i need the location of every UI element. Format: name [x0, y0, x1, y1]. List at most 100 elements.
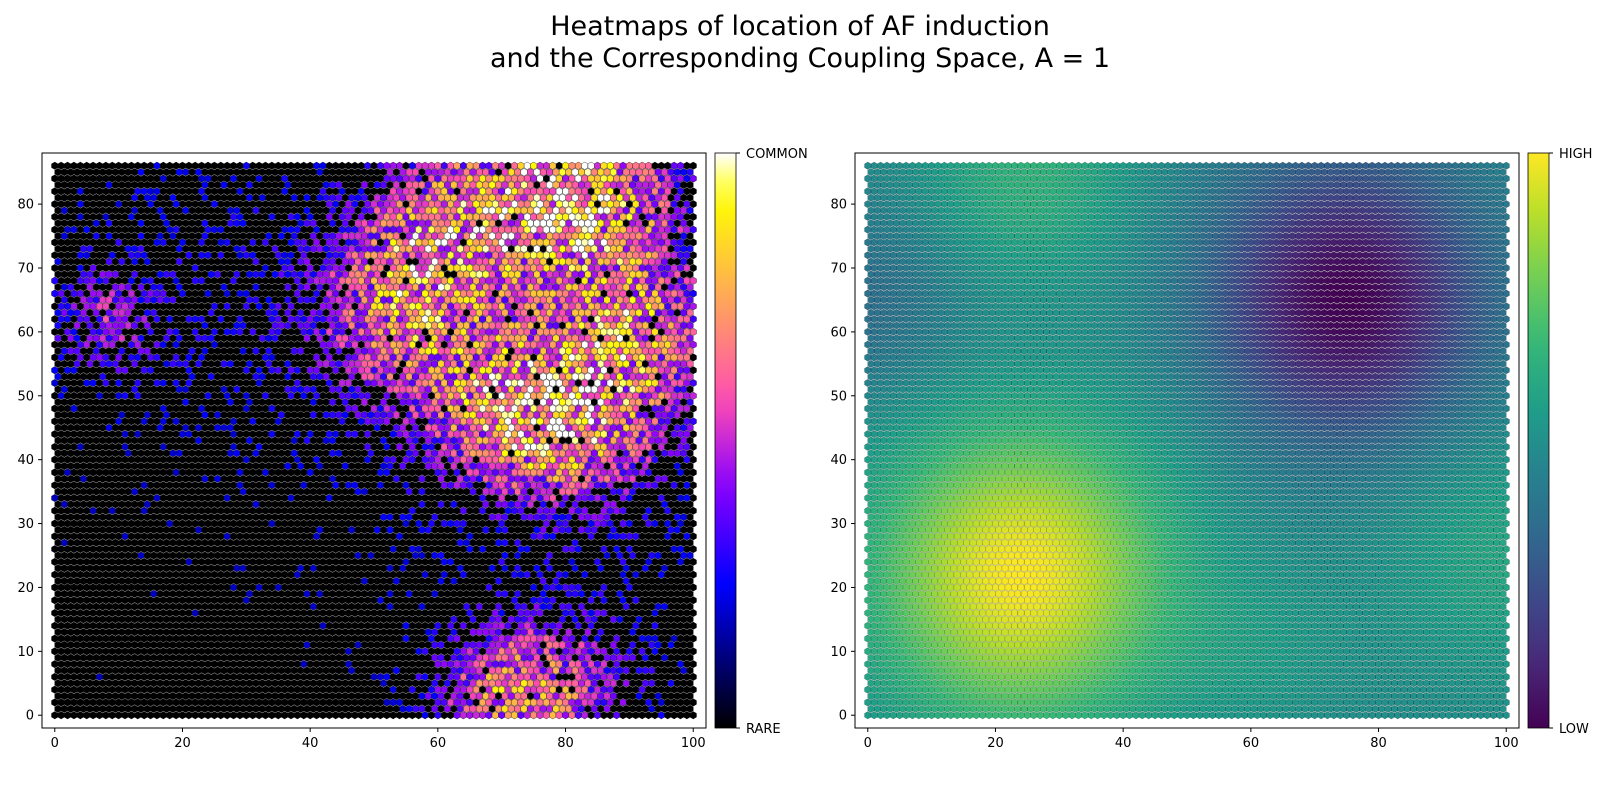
hexbin-cell-group	[501, 436, 509, 445]
hexbin-cell-group	[905, 468, 1137, 598]
hexbin-cell-group	[944, 628, 952, 637]
hexbin-cell-group	[960, 538, 1082, 611]
hexbin-cell-group	[899, 551, 907, 560]
hexbin-cell-group	[555, 200, 563, 209]
hexbin-cell-group	[600, 353, 608, 362]
hexbin-cell-group	[995, 564, 1047, 586]
hexbin-cell-group	[57, 187, 652, 579]
hexbin-cell-group	[558, 219, 566, 228]
hexbin-cell-group	[896, 449, 1086, 688]
left-plot-frame	[41, 152, 707, 729]
hexbin-cell-group	[198, 187, 652, 643]
hexbin-cell-group	[121, 270, 643, 381]
hexbin-cell-group	[1413, 225, 1450, 304]
left-colorbar-bottom-label: RARE	[746, 722, 781, 737]
hexbin-cell-group	[979, 436, 1156, 681]
hexbin-cell-group	[89, 283, 471, 662]
figure-title-line-1: Heatmaps of location of AF induction	[550, 11, 1050, 42]
hexbin-cell-group	[456, 180, 605, 394]
hexbin-cell-group	[421, 174, 681, 413]
hexbin-cell-group	[1001, 500, 1041, 509]
hexbin-cell-group	[542, 442, 550, 451]
x-tick-label: 20	[987, 736, 1004, 751]
y-tick-label: 30	[830, 517, 847, 532]
hexbin-cell-group	[533, 193, 541, 202]
hexbin-cell-group	[329, 295, 336, 304]
x-tick-label: 40	[302, 736, 319, 751]
hexbin-cell-group	[80, 474, 241, 598]
hexbin-cell-group	[1017, 570, 1025, 579]
hexbin-cell-group	[1327, 334, 1335, 343]
right-colorbar-bottom-label: LOW	[1559, 722, 1589, 737]
x-tick-label: 0	[864, 736, 872, 751]
hexbin-cell-group	[1333, 359, 1354, 368]
y-tick-label: 80	[17, 198, 34, 213]
hexbin-cell-group	[204, 187, 624, 643]
hexbin-cell-group	[963, 474, 971, 483]
hexbin-cell-group	[373, 334, 381, 343]
hexbin-cell-group	[886, 168, 1197, 688]
right-hexbin-cells	[864, 161, 1510, 720]
hexbin-cell-group	[520, 436, 528, 445]
hexbin-cell-group	[354, 161, 611, 701]
hexbin-cell-group	[905, 487, 1133, 681]
hexbin-cell-group	[380, 302, 691, 649]
hexbin-cell-group	[92, 264, 608, 675]
hexbin-cell-group	[1314, 219, 1379, 228]
hexbin-cell-group	[1039, 436, 1047, 445]
hexbin-cell-group	[969, 513, 1073, 547]
hexbin-cell-group	[976, 602, 1066, 611]
hexbin-cell-group	[472, 379, 480, 387]
hexbin-cell-group	[1317, 238, 1395, 356]
hexbin-cell-group	[886, 442, 1146, 624]
hexbin-cell-group	[1132, 442, 1140, 451]
hexbin-cell-group	[886, 628, 900, 649]
hexbin-cell-group	[507, 206, 563, 221]
hexbin-cell-group	[466, 200, 608, 285]
hexbin-cell-group	[937, 551, 945, 598]
hexbin-cell-group	[389, 302, 397, 311]
hexbin-cell-group	[883, 442, 1162, 662]
hexbin-cell-group	[376, 193, 668, 349]
hexbin-cell-group	[127, 283, 483, 637]
hexbin-cell-group	[456, 206, 464, 215]
hexbin-cell-group	[54, 308, 263, 458]
hexbin-cell-group	[386, 232, 592, 330]
hexbin-cell-group	[456, 244, 464, 253]
hexbin-cell-group	[428, 225, 435, 234]
hexbin-cell-group	[896, 449, 1143, 669]
hexbin-cell-group	[456, 347, 464, 356]
hexbin-cell-group	[526, 398, 534, 407]
hexbin-cell-group	[1068, 570, 1076, 579]
hexbin-cell-group	[335, 180, 569, 419]
hexbin-cell-group	[86, 270, 598, 336]
hexbin-cell-group	[1343, 315, 1351, 324]
hexbin-cell-group	[127, 180, 630, 656]
hexbin-cell-group	[953, 474, 1102, 515]
y-tick-label: 0	[839, 709, 847, 724]
left-x-axis: 0 20 40 60 80 100	[51, 728, 706, 751]
hexbin-cell-group	[549, 187, 557, 196]
hexbin-cell-group	[1266, 219, 1427, 311]
hexbin-cell-group	[597, 372, 605, 381]
hexbin-cell-group	[574, 353, 582, 362]
hexbin-cell-group	[988, 513, 1054, 522]
hexbin-cell-group	[1320, 270, 1373, 279]
hexbin-cell-group	[546, 244, 554, 253]
hexbin-cell-group	[600, 430, 608, 439]
hexbin-cell-group	[873, 602, 1175, 713]
hexbin-cell-group	[376, 206, 605, 375]
hexbin-cell-group	[415, 302, 423, 311]
hexbin-cell-group	[677, 174, 684, 183]
hexbin-cell-group	[597, 347, 605, 356]
hexbin-cell-group	[386, 589, 394, 611]
hexbin-cell-group	[616, 193, 624, 202]
hexbin-cell-group	[67, 244, 688, 598]
hexbin-cell-group	[1170, 161, 1504, 471]
hexbin-cell-group	[60, 225, 464, 694]
hexbin-cell-group	[118, 410, 311, 598]
hexbin-cell-group	[364, 187, 541, 522]
hexbin-cell-group	[223, 225, 643, 675]
y-tick-label: 40	[17, 453, 34, 468]
hexbin-cell-group	[972, 474, 1070, 490]
